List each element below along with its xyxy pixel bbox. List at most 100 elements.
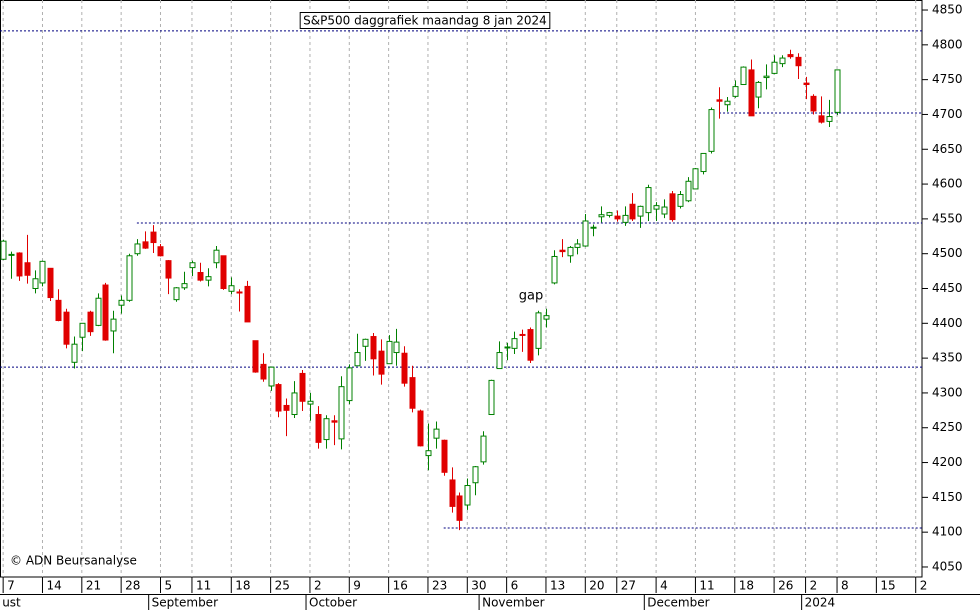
candle-body xyxy=(700,152,707,173)
candle-body xyxy=(220,255,227,290)
candle-body xyxy=(622,214,629,223)
candle-body xyxy=(102,284,109,341)
candle-body xyxy=(543,315,550,320)
candle-body xyxy=(425,450,432,457)
candle-body xyxy=(268,366,275,387)
x-tick-label: 5 xyxy=(164,579,172,593)
candle-body xyxy=(110,318,117,332)
candle-body xyxy=(409,377,416,409)
candle-body xyxy=(692,168,699,190)
candle-body xyxy=(527,329,534,361)
candle-body xyxy=(205,276,212,281)
candle-body xyxy=(637,205,644,217)
candle-body xyxy=(323,418,330,441)
y-tick-label: 4850 xyxy=(932,3,963,17)
candle-body xyxy=(590,226,597,229)
x-tick-label: 20 xyxy=(589,579,604,593)
candle-body xyxy=(771,61,778,74)
candle-body xyxy=(480,435,487,463)
candle-body xyxy=(197,271,204,281)
candle-body xyxy=(393,341,400,354)
candle-body xyxy=(614,215,621,220)
x-tick-label: 27 xyxy=(621,579,636,593)
candle-body xyxy=(779,57,786,65)
candle-body xyxy=(716,99,723,102)
candle-body xyxy=(803,82,810,86)
candle-body xyxy=(181,283,188,289)
candle-body xyxy=(39,260,46,284)
x-tick-label: 21 xyxy=(86,579,101,593)
x-tick-label: 23 xyxy=(432,579,447,593)
y-tick-label: 4600 xyxy=(932,177,963,191)
plot-frame xyxy=(0,0,923,578)
candle-body xyxy=(87,311,94,333)
month-label: December xyxy=(647,596,709,610)
candle-body xyxy=(826,116,833,122)
candle-body xyxy=(157,246,164,257)
candle-body xyxy=(244,285,251,323)
x-tick-label: 28 xyxy=(125,579,140,593)
candle-body xyxy=(32,278,39,290)
y-tick-label: 4550 xyxy=(932,211,963,225)
y-tick-label: 4450 xyxy=(932,281,963,295)
candle-body xyxy=(362,338,369,347)
candle-body xyxy=(370,336,377,360)
x-tick-label: 6 xyxy=(511,579,519,593)
candle-body xyxy=(504,346,511,349)
candle-body xyxy=(433,428,440,439)
candle-body xyxy=(724,100,731,106)
candle-body xyxy=(0,240,7,260)
candle-body xyxy=(472,466,479,484)
axes: 7 14 21 28 5 11 18 25 2 9 16 23 30 6 13 20 27 4 11 18 26 2 8 15… xyxy=(0,3,980,610)
candle-body xyxy=(8,253,15,256)
candle-body xyxy=(818,115,825,123)
month-label: October xyxy=(309,596,357,610)
candle-body xyxy=(354,352,361,367)
candle-body xyxy=(331,420,338,423)
candle-body xyxy=(535,312,542,349)
candle-body xyxy=(55,299,62,322)
candle-body xyxy=(755,81,762,98)
candle-body xyxy=(346,367,353,402)
y-tick-label: 4150 xyxy=(932,490,963,504)
month-label: November xyxy=(482,596,544,610)
candle-body xyxy=(810,95,817,112)
candle-body xyxy=(79,322,86,338)
x-tick-label: 13 xyxy=(550,579,565,593)
candle-body xyxy=(464,485,471,506)
chart-title: S&P500 daggrafiek maandag 8 jan 2024 xyxy=(303,14,547,28)
x-tick-label: 11 xyxy=(196,579,211,593)
candle-body xyxy=(559,249,566,253)
x-tick-label: 8 xyxy=(841,579,849,593)
candle-body xyxy=(95,297,102,326)
candle-body xyxy=(732,86,739,97)
x-tick-label: 2 xyxy=(920,579,928,593)
candle-body xyxy=(47,267,54,299)
candle-body xyxy=(378,350,385,375)
copyright: © ADN Beursanalyse xyxy=(10,554,137,568)
candle-body xyxy=(71,343,78,363)
x-tick-label: 26 xyxy=(778,579,793,593)
candle-body xyxy=(417,410,424,447)
y-tick-label: 4250 xyxy=(932,420,963,434)
candle-body xyxy=(315,414,322,443)
candle-body xyxy=(338,386,345,440)
y-tick-label: 4350 xyxy=(932,351,963,365)
candle-body xyxy=(519,333,526,336)
x-tick-label: 15 xyxy=(880,579,895,593)
x-tick-label: 14 xyxy=(46,579,61,593)
y-tick-label: 4500 xyxy=(932,246,963,260)
x-tick-label: 2 xyxy=(314,579,322,593)
candle-body xyxy=(669,193,676,221)
candle-body xyxy=(291,392,298,416)
candle-body xyxy=(645,187,652,214)
candle-body xyxy=(787,54,794,58)
candle-body xyxy=(173,287,180,301)
candle-body xyxy=(661,206,668,215)
x-tick-label: 30 xyxy=(471,579,486,593)
candle-body xyxy=(118,299,125,306)
candle-body xyxy=(150,231,157,244)
x-tick-label: 4 xyxy=(660,579,668,593)
candle-body xyxy=(441,439,448,473)
